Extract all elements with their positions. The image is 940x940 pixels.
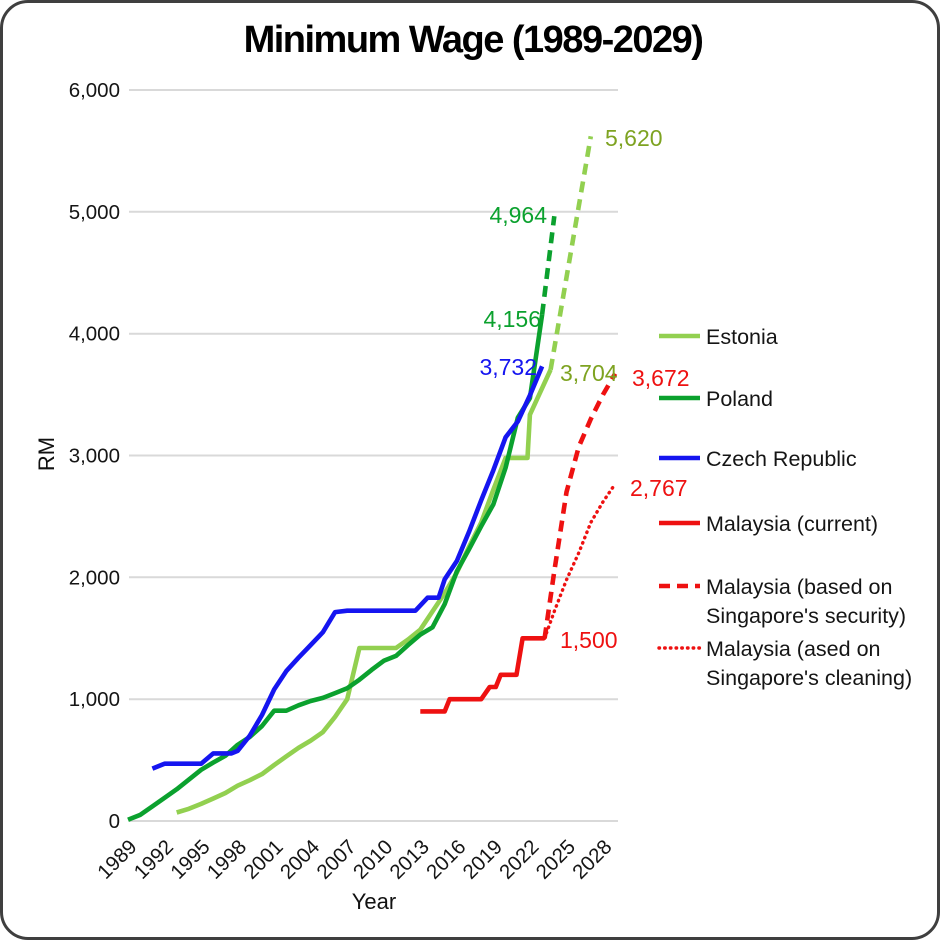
x-tick-label: 2004 [276,835,325,884]
series-line-malaysia-security [542,372,618,639]
y-axis-title: RM [34,436,59,472]
legend-label: Estonia [706,325,778,349]
legend-label: Singapore's security) [706,604,906,628]
legend-label: Malaysia (based on [706,575,892,599]
chart-title: Minimum Wage (1989-2029) [243,19,704,61]
x-tick-label: 2016 [422,835,471,884]
value-label-3732: 3,732 [479,354,537,380]
x-tick-label: 2007 [312,835,361,884]
series-line-poland-projection [539,215,557,315]
legend-label: Malaysia (current) [706,512,878,536]
y-tick-label: 4,000 [69,323,120,346]
value-label-1500: 1,500 [560,627,618,653]
chart-svg: 01,0002,0003,0004,0005,0006,000198919921… [69,79,912,884]
x-axis-title: Year [351,889,397,914]
y-tick-label: 0 [109,810,120,833]
series-line-estonia-projection [548,135,594,371]
value-label-4964: 4,964 [489,202,547,228]
legend-label: Malaysia (ased on [706,637,880,661]
series-line-poland [127,314,545,822]
x-tick-label: 1989 [93,835,142,884]
value-label-3672: 3,672 [632,365,690,391]
y-tick-label: 2,000 [69,566,120,589]
value-label-2767: 2,767 [630,475,688,501]
x-tick-label: 2001 [239,835,288,884]
legend-label: Czech Republic [706,447,857,471]
series-line-estonia [176,368,553,815]
legend-label: Singapore's cleaning) [706,666,912,690]
series-line-malaysia-cleaning [542,482,617,640]
x-tick-label: 2022 [495,835,544,884]
x-tick-label: 2019 [458,835,507,884]
legend-label: Poland [706,387,773,411]
x-tick-label: 2013 [385,835,434,884]
value-label-5620: 5,620 [605,125,663,151]
series-line-czech-republic [151,365,545,771]
y-tick-label: 3,000 [69,445,120,468]
y-tick-label: 1,000 [69,688,120,711]
x-tick-label: 2025 [532,835,581,884]
value-label-3704: 3,704 [560,360,618,386]
value-label-4156: 4,156 [483,306,541,332]
x-tick-label: 2028 [568,835,617,884]
series-line-malaysia-current [420,635,545,714]
x-tick-label: 2010 [349,835,398,884]
x-tick-label: 1998 [203,835,252,884]
y-tick-label: 5,000 [69,201,120,224]
x-tick-label: 1992 [130,835,179,884]
y-tick-label: 6,000 [69,79,120,102]
x-tick-label: 1995 [166,835,215,884]
